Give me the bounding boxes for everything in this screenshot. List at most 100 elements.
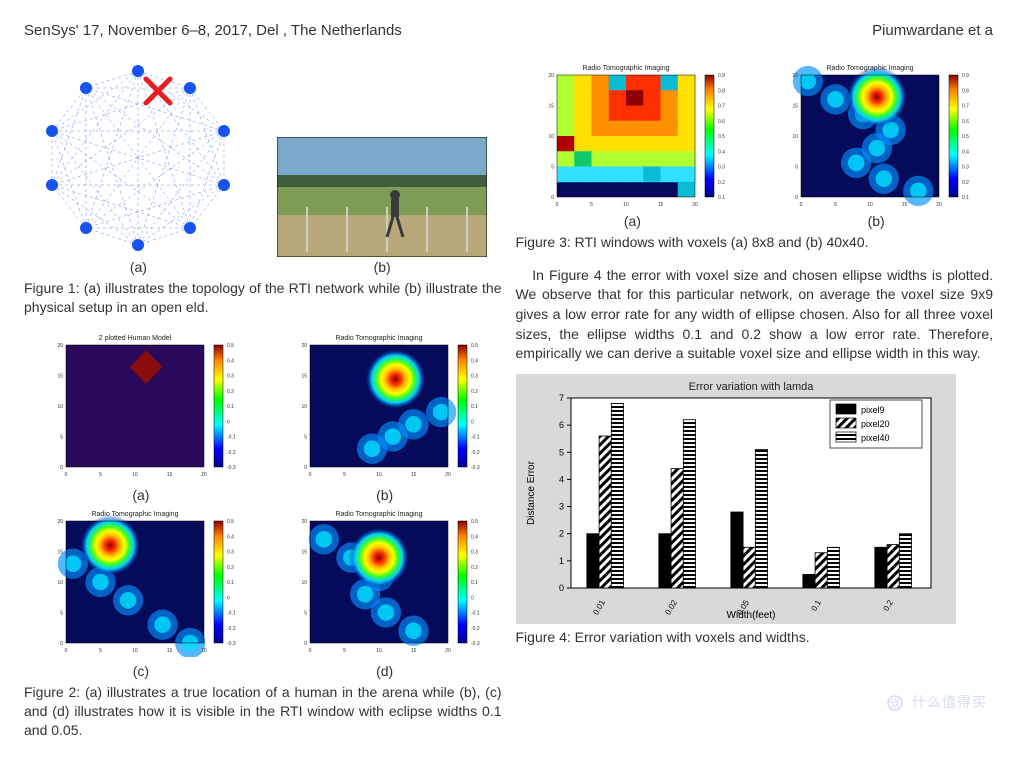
svg-text:-0.3: -0.3 (471, 641, 480, 647)
svg-text:20: 20 (301, 343, 307, 349)
svg-text:0.1: 0.1 (227, 404, 234, 410)
svg-text:5: 5 (343, 472, 346, 478)
svg-text:-0.2: -0.2 (227, 450, 236, 456)
fig3-sub-a: (a) (527, 213, 737, 229)
svg-text:2 plotted Human Model: 2 plotted Human Model (99, 335, 172, 342)
svg-text:20: 20 (57, 519, 63, 525)
svg-text:6: 6 (558, 420, 563, 430)
svg-text:5: 5 (304, 434, 307, 440)
watermark: 值 什么值得买 (887, 692, 987, 712)
svg-text:0.8: 0.8 (962, 88, 969, 94)
fig3-sub-b: (b) (771, 213, 981, 229)
svg-text:-0.1: -0.1 (471, 434, 480, 440)
svg-text:0.9: 0.9 (962, 73, 969, 79)
svg-text:pixel20: pixel20 (861, 419, 890, 429)
svg-text:0.5: 0.5 (227, 519, 234, 525)
svg-text:5: 5 (343, 648, 346, 654)
svg-text:5: 5 (558, 447, 563, 457)
svg-text:0: 0 (227, 419, 230, 425)
svg-text:15: 15 (410, 472, 416, 478)
svg-text:20: 20 (445, 648, 451, 654)
svg-text:0.5: 0.5 (227, 343, 234, 349)
svg-text:0.2: 0.2 (718, 180, 725, 186)
svg-text:pixel9: pixel9 (861, 405, 885, 415)
svg-text:0: 0 (308, 472, 311, 478)
svg-text:0.5: 0.5 (471, 519, 478, 525)
svg-text:0: 0 (471, 595, 474, 601)
svg-text:0.1: 0.1 (471, 580, 478, 586)
svg-text:20: 20 (445, 472, 451, 478)
svg-text:2: 2 (558, 529, 563, 539)
svg-text:0: 0 (558, 583, 563, 593)
svg-text:0.6: 0.6 (718, 119, 725, 125)
fig1-caption: Figure 1: (a) illustrates the topology o… (24, 279, 502, 317)
svg-text:5: 5 (99, 648, 102, 654)
right-column: Radio Tomographic Imaging005510101515202… (516, 57, 994, 753)
svg-text:20: 20 (936, 202, 942, 208)
svg-text:0.4: 0.4 (227, 534, 234, 540)
fig4-barchart: Error variation with lamda01234567Distan… (516, 374, 956, 624)
svg-text:-0.3: -0.3 (471, 465, 480, 471)
svg-text:3: 3 (558, 501, 563, 511)
svg-text:10: 10 (867, 202, 873, 208)
svg-text:-0.3: -0.3 (227, 465, 236, 471)
svg-text:0: 0 (64, 472, 67, 478)
svg-text:0: 0 (800, 202, 803, 208)
svg-text:7: 7 (558, 393, 563, 403)
svg-text:Distance Error: Distance Error (526, 460, 537, 525)
fig2-a-heatmap: 2 plotted Human Model00551010151520200.5… (36, 331, 246, 481)
svg-text:0.2: 0.2 (471, 565, 478, 571)
svg-text:0.5: 0.5 (471, 343, 478, 349)
svg-text:-0.2: -0.2 (471, 450, 480, 456)
svg-text:5: 5 (834, 202, 837, 208)
svg-text:0: 0 (471, 419, 474, 425)
svg-text:Error variation with lamda: Error variation with lamda (688, 381, 814, 393)
svg-text:0.1: 0.1 (718, 195, 725, 201)
svg-text:0: 0 (60, 641, 63, 647)
fig1-a-topology (38, 61, 238, 257)
svg-text:10: 10 (301, 404, 307, 410)
svg-text:15: 15 (793, 104, 799, 110)
svg-text:值: 值 (890, 697, 901, 710)
svg-text:0: 0 (60, 465, 63, 471)
svg-text:0.7: 0.7 (718, 104, 725, 110)
left-column: (a) (b) Figure 1: (a) illustrates the to… (24, 57, 502, 753)
svg-text:15: 15 (658, 202, 664, 208)
svg-text:0.6: 0.6 (962, 119, 969, 125)
svg-text:15: 15 (902, 202, 908, 208)
svg-text:0.2: 0.2 (227, 389, 234, 395)
svg-text:15: 15 (549, 104, 555, 110)
svg-text:10: 10 (132, 472, 138, 478)
svg-text:-0.2: -0.2 (227, 626, 236, 632)
svg-text:-0.1: -0.1 (227, 434, 236, 440)
svg-text:10: 10 (57, 580, 63, 586)
svg-text:5: 5 (60, 610, 63, 616)
svg-text:5: 5 (99, 472, 102, 478)
svg-text:15: 15 (167, 648, 173, 654)
svg-text:0.1: 0.1 (962, 195, 969, 201)
header-left: SenSys' 17, November 6–8, 2017, Del , Th… (24, 22, 402, 39)
svg-text:5: 5 (552, 165, 555, 171)
svg-text:0.2: 0.2 (227, 565, 234, 571)
svg-text:pixel40: pixel40 (861, 433, 890, 443)
header-right: Piumwardane et a (872, 22, 993, 39)
svg-text:10: 10 (549, 134, 555, 140)
svg-text:Radio Tomographic Imaging: Radio Tomographic Imaging (335, 511, 422, 518)
svg-text:0.3: 0.3 (471, 373, 478, 379)
svg-text:4: 4 (558, 474, 563, 484)
svg-text:5: 5 (60, 434, 63, 440)
svg-text:5: 5 (304, 610, 307, 616)
svg-text:5: 5 (590, 202, 593, 208)
svg-text:15: 15 (57, 549, 63, 555)
svg-text:20: 20 (201, 648, 207, 654)
svg-text:0.1: 0.1 (227, 580, 234, 586)
svg-text:-0.1: -0.1 (227, 610, 236, 616)
svg-text:0.5: 0.5 (962, 134, 969, 140)
svg-text:15: 15 (301, 373, 307, 379)
svg-text:0: 0 (308, 648, 311, 654)
svg-text:20: 20 (201, 472, 207, 478)
fig2-d-heatmap: Radio Tomographic Imaging005510101515202… (280, 507, 490, 657)
svg-text:0.3: 0.3 (227, 549, 234, 555)
svg-text:Width(feet): Width(feet) (726, 610, 775, 621)
svg-text:0: 0 (552, 195, 555, 201)
